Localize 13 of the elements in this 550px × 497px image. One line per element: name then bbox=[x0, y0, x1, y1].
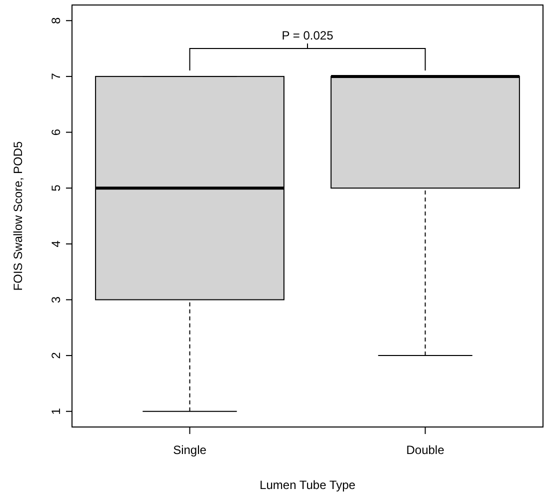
y-axis-title: FOIS Swallow Score, POD5 bbox=[11, 140, 25, 291]
x-tick-label: Double bbox=[406, 443, 445, 457]
x-tick-label: Single bbox=[173, 443, 207, 457]
y-tick-label: 4 bbox=[49, 240, 63, 248]
y-tick-label: 5 bbox=[49, 184, 63, 192]
x-axis-title: Lumen Tube Type bbox=[260, 478, 356, 492]
y-tick-label: 8 bbox=[49, 16, 63, 24]
y-tick-label: 6 bbox=[49, 128, 63, 136]
annotation: P = 0.025 bbox=[282, 28, 334, 42]
y-tick-label: 3 bbox=[49, 296, 63, 304]
y-tick-label: 1 bbox=[49, 408, 63, 415]
y-tick-label: 2 bbox=[49, 352, 63, 359]
y-tick-label: 7 bbox=[49, 72, 63, 80]
